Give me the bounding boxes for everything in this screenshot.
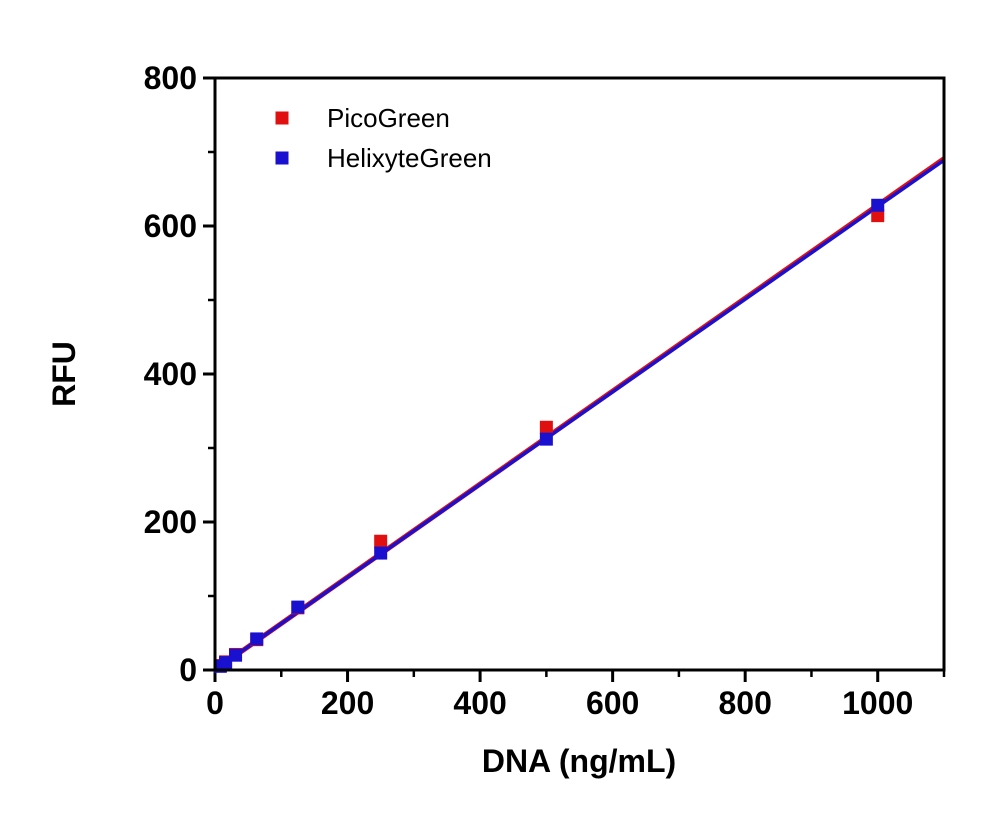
- data-point-helixytegreen: [250, 632, 264, 646]
- x-tick-label: 200: [321, 685, 374, 721]
- data-point-helixytegreen: [229, 648, 243, 662]
- y-tick-label: 400: [144, 356, 197, 392]
- legend-label-helixytegreen: HelixyteGreen: [327, 143, 492, 173]
- data-point-picogreen: [871, 209, 885, 223]
- plot-border: [213, 76, 946, 672]
- x-axis-title: DNA (ng/mL): [482, 743, 676, 779]
- x-tick-label: 1000: [842, 685, 913, 721]
- data-point-helixytegreen: [291, 600, 305, 614]
- x-tick-label: 400: [453, 685, 506, 721]
- y-tick-label: 800: [144, 60, 197, 96]
- data-point-helixytegreen: [539, 432, 553, 446]
- data-point-helixytegreen: [219, 656, 233, 670]
- y-tick-label: 600: [144, 208, 197, 244]
- data-point-picogreen: [539, 420, 553, 434]
- y-axis-title: RFU: [46, 341, 82, 407]
- legend-marker-picogreen-icon: [275, 111, 289, 125]
- data-points-layer: [213, 198, 885, 673]
- legend-label-picogreen: PicoGreen: [327, 103, 450, 133]
- x-tick-label: 800: [718, 685, 771, 721]
- data-point-helixytegreen: [374, 546, 388, 560]
- data-point-picogreen: [374, 534, 388, 548]
- axis-ticks-layer: 0 200 400 600 800 1000 0 200 400 600 800: [144, 60, 946, 721]
- x-tick-label: 600: [586, 685, 639, 721]
- y-tick-label: 0: [179, 652, 197, 688]
- fit-lines-layer: [213, 156, 946, 673]
- legend-marker-helixytegreen-icon: [275, 151, 289, 165]
- x-tick-label: 0: [206, 685, 224, 721]
- data-point-helixytegreen: [871, 198, 885, 212]
- y-tick-label: 200: [144, 504, 197, 540]
- legend: PicoGreen HelixyteGreen: [275, 103, 492, 173]
- fit-line-helixytegreen: [213, 158, 946, 672]
